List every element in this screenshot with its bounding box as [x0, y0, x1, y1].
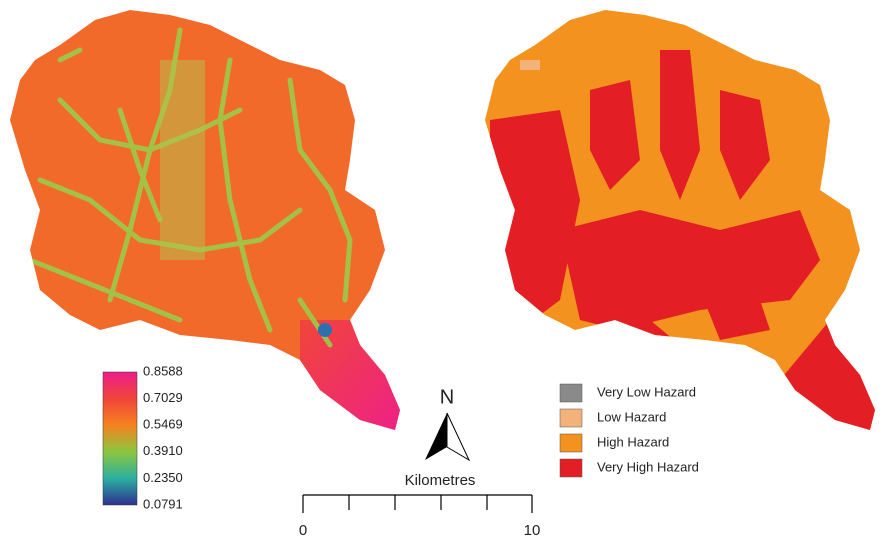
colorbar-label: 0.0791: [143, 496, 183, 511]
colorbar-label: 0.5469: [143, 417, 183, 432]
legend-label: Very Low Hazard: [597, 384, 696, 399]
north-arrow: [446, 412, 471, 462]
legend-swatch: [559, 408, 583, 428]
colorbar-label: 0.3910: [143, 443, 183, 458]
scale-end: 10: [524, 522, 541, 539]
colorbar-label: 0.2350: [143, 470, 183, 485]
scale-bar: [302, 494, 533, 513]
north-label: N: [440, 386, 454, 408]
colorbar: [102, 371, 138, 506]
legend-label: High Hazard: [597, 434, 669, 449]
scale-title: Kilometres: [405, 472, 476, 489]
legend-label: Very High Hazard: [597, 459, 699, 474]
legend-swatch: [559, 433, 583, 453]
legend-swatch: [559, 383, 583, 403]
scale-start: 0: [299, 522, 307, 539]
legend-label: Low Hazard: [597, 409, 666, 424]
hazard-map: [485, 10, 875, 430]
colorbar-label: 0.7029: [143, 390, 183, 405]
legend-swatch: [559, 458, 583, 478]
north-arrow: [425, 413, 447, 460]
colorbar-label: 0.8588: [143, 363, 183, 378]
susceptibility-map: [10, 10, 400, 430]
